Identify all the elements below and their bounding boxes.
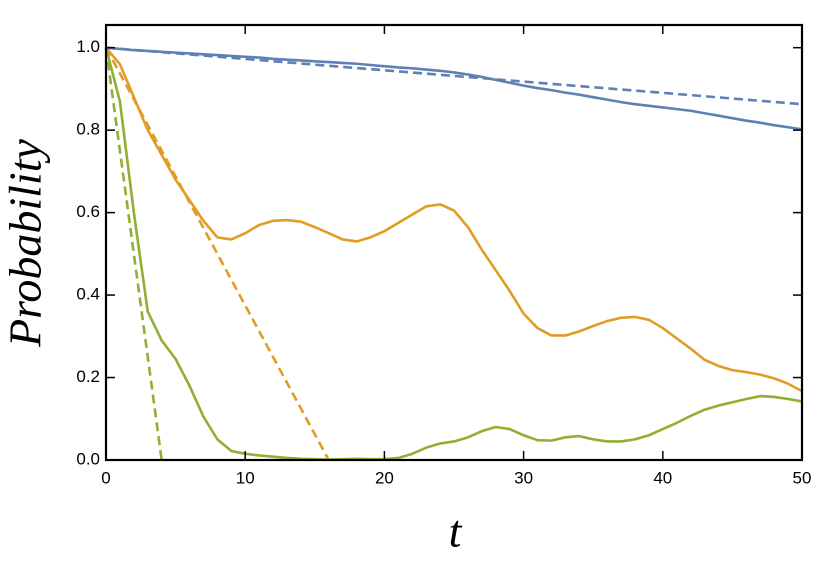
y-tick-label: 0.0 bbox=[76, 449, 100, 468]
x-tick-label: 50 bbox=[793, 468, 812, 487]
y-tick-label: 1.0 bbox=[76, 37, 100, 56]
x-tick-label: 0 bbox=[101, 468, 110, 487]
line bbox=[105, 46, 803, 393]
x-tick-label: 10 bbox=[236, 468, 255, 487]
y-tick-label: 0.6 bbox=[76, 202, 100, 221]
line bbox=[104, 47, 330, 461]
x-axis-title: t bbox=[449, 506, 463, 557]
y-tick-label: 0.4 bbox=[76, 285, 100, 304]
x-tick-label: 30 bbox=[514, 468, 533, 487]
plot-frame bbox=[104, 23, 804, 462]
x-tick-label: 20 bbox=[375, 468, 394, 487]
x-tick-label: 40 bbox=[653, 468, 672, 487]
y-tick-label: 0.8 bbox=[76, 120, 100, 139]
line bbox=[105, 46, 803, 106]
line bbox=[104, 47, 163, 461]
line bbox=[105, 46, 803, 131]
line bbox=[104, 47, 803, 461]
y-tick-label: 0.2 bbox=[76, 367, 100, 386]
y-axis-title: Probability bbox=[0, 139, 51, 348]
